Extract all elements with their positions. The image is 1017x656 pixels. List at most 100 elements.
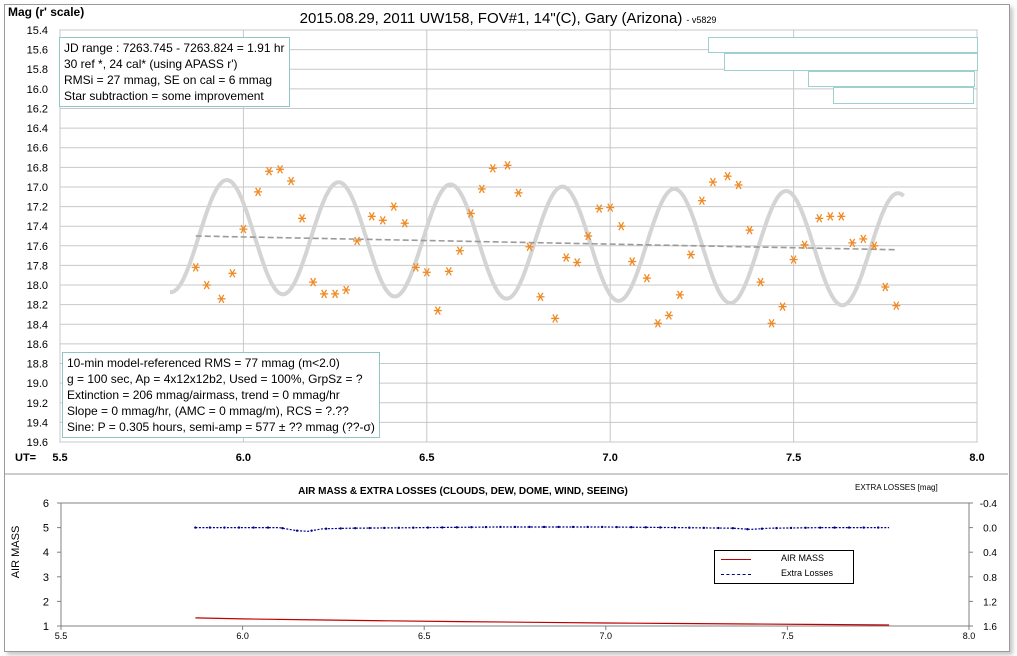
data-point	[617, 221, 626, 231]
data-point-stroke	[229, 268, 236, 278]
y-tick-label: 15.6	[27, 45, 48, 57]
extra-losses-marker	[847, 526, 851, 529]
y-tick-label: 15.4	[27, 25, 48, 37]
sine-model-curve	[169, 178, 905, 308]
legend-item-extra-losses: Extra Losses	[721, 567, 851, 581]
x-tick-label: 8.0	[963, 631, 976, 641]
data-point	[276, 164, 285, 174]
x-tick-label: 7.5	[781, 631, 794, 641]
data-point	[664, 311, 673, 320]
extra-losses-marker	[397, 526, 400, 530]
data-point-stroke	[629, 257, 636, 266]
extra-losses-marker	[281, 527, 284, 530]
data-point	[477, 184, 486, 194]
x-tick-label: 5.5	[52, 452, 67, 464]
data-point-stroke	[515, 188, 522, 198]
data-point-stroke	[354, 236, 361, 246]
data-point-stroke	[687, 250, 694, 259]
extra-losses-marker	[252, 526, 255, 529]
data-point-stroke	[779, 302, 786, 311]
data-point-stroke	[838, 212, 845, 221]
empty-label-box	[833, 87, 974, 104]
info-line: 10-min model-referenced RMS = 77 mmag (m…	[67, 356, 340, 370]
data-point	[367, 212, 376, 221]
data-point	[686, 250, 695, 259]
y-axis-label: Mag (r' scale)	[8, 5, 84, 19]
bottom-y-axis-label: AIR MASS	[10, 526, 22, 579]
data-point	[815, 214, 824, 223]
y-tick-label: 1	[43, 621, 49, 633]
data-point	[411, 263, 420, 272]
data-point-stroke	[412, 263, 419, 272]
data-point	[551, 314, 560, 323]
extra-losses-marker	[412, 526, 415, 529]
extra-losses-marker	[571, 525, 575, 529]
data-point	[239, 224, 248, 234]
data-point	[745, 225, 754, 235]
y-tick-label: 4	[43, 547, 49, 559]
y2-tick-label: 0.4	[983, 548, 997, 559]
extra-losses-marker	[513, 525, 517, 529]
data-point-stroke	[882, 282, 889, 292]
y-tick-label: 19.6	[27, 437, 48, 449]
extra-losses-marker	[499, 525, 502, 529]
data-point	[320, 289, 329, 299]
extra-losses-marker	[368, 526, 371, 530]
y2-axis-label: EXTRA LOSSES [mag]	[855, 483, 938, 492]
data-point-stroke	[379, 215, 386, 225]
data-point	[881, 282, 890, 292]
data-point	[653, 318, 662, 328]
extra-losses-marker	[339, 527, 342, 530]
y-tick-label: 2	[43, 596, 49, 608]
data-point-stroke	[255, 187, 262, 197]
extra-losses-marker	[804, 526, 807, 530]
x-tick-label: 6.0	[236, 631, 249, 641]
extra-losses-marker	[833, 526, 836, 529]
info-line: RMSi = 27 mmag, SE on cal = 6 mmag	[64, 73, 273, 87]
data-point-stroke	[871, 241, 878, 251]
data-point-stroke	[504, 161, 511, 170]
data-point	[525, 242, 534, 252]
data-point	[514, 188, 523, 198]
info-line: Slope = 0 mmag/hr, (AMC = 0 mmag/m), RCS…	[67, 404, 349, 418]
data-point-stroke	[827, 212, 834, 221]
data-point	[562, 253, 571, 262]
y-tick-label: 15.8	[27, 64, 48, 76]
extra-losses-marker	[324, 527, 328, 530]
data-point	[466, 209, 475, 218]
y-tick-label: 18.0	[27, 280, 48, 292]
info-line: g = 100 sec, Ap = 4x12x12b2, Used = 100%…	[67, 372, 363, 386]
data-point-stroke	[445, 266, 452, 276]
y-tick-label: 18.8	[27, 359, 48, 371]
extra-losses-marker	[717, 526, 720, 530]
extra-losses-marker	[862, 526, 865, 529]
data-point	[675, 290, 684, 300]
x-tick-label: 7.5	[786, 452, 801, 464]
info-box-top: JD range : 7263.745 - 7263.824 = 1.91 hr…	[59, 37, 290, 107]
data-point	[202, 280, 211, 290]
y-tick-label: 17.6	[27, 241, 48, 253]
data-point	[444, 266, 453, 276]
extra-losses-marker	[542, 525, 546, 529]
extra-losses-marker	[586, 525, 589, 529]
extra-losses-marker	[775, 526, 778, 530]
extra-losses-marker	[208, 526, 212, 529]
empty-label-box	[708, 37, 978, 53]
extra-losses-marker	[310, 529, 313, 532]
extra-losses-marker	[455, 526, 459, 529]
data-point-stroke	[368, 212, 375, 221]
data-point-stroke	[526, 242, 533, 252]
extra-losses-marker	[426, 526, 430, 529]
info-line: Star subtraction = some improvement	[64, 89, 264, 103]
data-point	[800, 240, 809, 250]
data-point	[536, 292, 545, 302]
chart-title: 2015.08.29, 2011 UW158, FOV#1, 14"(C), G…	[300, 10, 717, 27]
info-line: 30 ref *, 24 cal* (using APASS r')	[64, 57, 238, 71]
legend-item-air-mass: AIR MASS	[721, 552, 851, 566]
data-point	[837, 212, 846, 221]
data-point	[756, 277, 765, 287]
data-point-stroke	[467, 209, 474, 218]
data-point-stroke	[724, 171, 731, 181]
x-tick-label: 6.0	[236, 452, 251, 464]
x-tick-label: 6.5	[419, 452, 434, 464]
